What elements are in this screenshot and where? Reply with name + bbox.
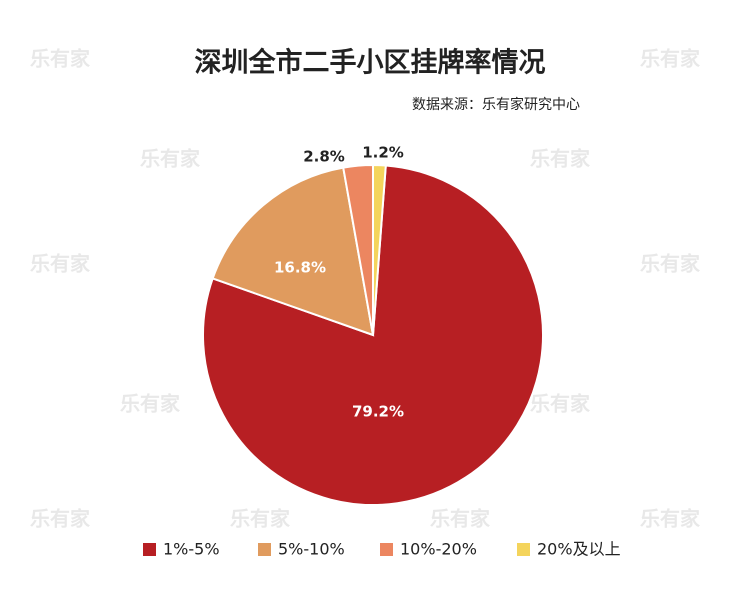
legend-swatch bbox=[517, 543, 530, 556]
pie-slice bbox=[372, 163, 387, 336]
watermark: 乐有家 bbox=[140, 147, 201, 171]
legend-label: 5%-10% bbox=[278, 540, 345, 559]
data-label: 1.2% bbox=[362, 144, 404, 162]
watermark: 乐有家 bbox=[30, 252, 91, 276]
watermark: 乐有家 bbox=[30, 47, 91, 71]
data-label: 16.8% bbox=[274, 259, 326, 277]
watermark: 乐有家 bbox=[640, 252, 701, 276]
watermark: 乐有家 bbox=[120, 392, 181, 416]
pie-slice bbox=[211, 166, 375, 337]
watermark: 乐有家 bbox=[530, 147, 591, 171]
legend-swatch bbox=[380, 543, 393, 556]
legend-label: 20%及以上 bbox=[537, 540, 621, 559]
data-label: 2.8% bbox=[303, 148, 345, 166]
data-label: 79.2% bbox=[352, 403, 404, 421]
legend-swatch bbox=[143, 543, 156, 556]
chart-title: 深圳全市二手小区挂牌率情况 bbox=[195, 47, 546, 79]
watermark: 乐有家 bbox=[640, 507, 701, 531]
legend-swatch bbox=[258, 543, 271, 556]
watermark: 乐有家 bbox=[230, 507, 291, 531]
watermark: 乐有家 bbox=[530, 392, 591, 416]
chart-subtitle: 数据来源：乐有家研究中心 bbox=[412, 96, 580, 113]
watermark: 乐有家 bbox=[430, 507, 491, 531]
watermark: 乐有家 bbox=[30, 507, 91, 531]
watermark: 乐有家 bbox=[640, 47, 701, 71]
legend-label: 10%-20% bbox=[400, 540, 477, 559]
legend-label: 1%-5% bbox=[163, 540, 220, 559]
